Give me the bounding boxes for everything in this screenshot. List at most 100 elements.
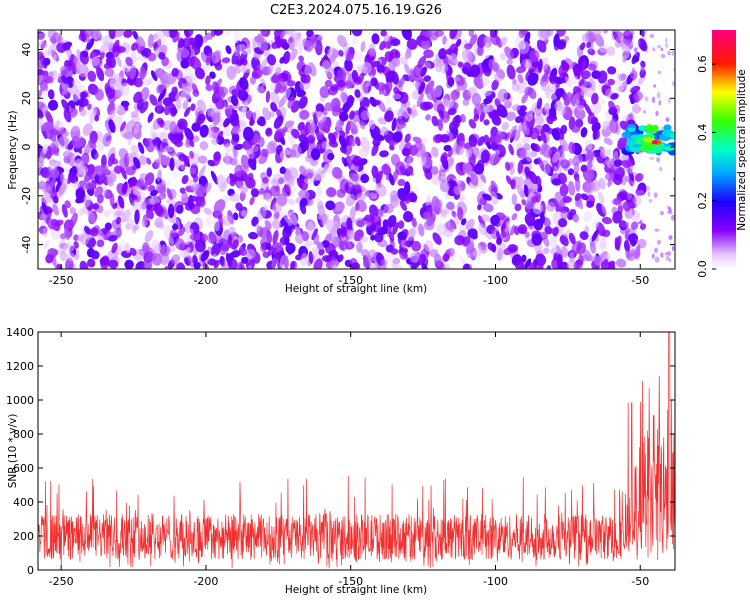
spectrogram-cell — [287, 96, 296, 109]
spectrogram-cell — [128, 176, 137, 189]
spectrogram-cell — [131, 199, 143, 214]
spectrogram-cell — [513, 129, 521, 141]
spectrogram-cell — [556, 30, 566, 37]
spectrogram-cell — [383, 203, 394, 214]
spectrogram-cell — [585, 143, 595, 152]
spectrogram-cell — [418, 82, 426, 95]
spectrogram-cell — [130, 110, 139, 118]
spectrogram-cell — [144, 137, 155, 153]
spectrogram-cell — [95, 165, 103, 177]
spectrogram-cell — [629, 244, 633, 249]
spectrogram-cell — [47, 89, 55, 100]
spectrogram-cell — [553, 76, 564, 85]
spectrogram-cell — [399, 56, 409, 65]
spectrogram-cell — [87, 258, 96, 268]
spectrogram-cell — [551, 128, 561, 141]
spectrogram-cell — [81, 50, 89, 58]
spectrogram-cell — [234, 64, 242, 74]
spectrogram-cell — [315, 103, 325, 113]
spectrogram-cell — [579, 42, 586, 51]
spectrogram-cell — [404, 240, 413, 247]
spectrogram-cell — [215, 97, 225, 110]
spectrogram-cell — [171, 223, 179, 231]
spectrogram-cell — [483, 42, 490, 52]
spectrogram-cell — [602, 229, 611, 238]
figure-title: C2E3.2024.075.16.19.G26 — [270, 3, 442, 18]
spectrogram-cell — [75, 60, 83, 71]
spectrogram-cell — [182, 100, 189, 110]
spectrogram-cell — [289, 149, 297, 158]
spectrogram-x-tick-label: -200 — [193, 274, 218, 287]
spectrogram-cell — [419, 155, 427, 166]
spectrogram-cell — [404, 48, 412, 60]
spectrogram-cell — [269, 185, 281, 197]
spectrogram-cell — [241, 209, 248, 218]
spectrogram-cell — [596, 237, 608, 252]
spectrogram-cell — [384, 110, 394, 123]
colorbar-tick-label: 0.4 — [696, 124, 709, 142]
spectrogram-cell — [82, 123, 93, 136]
spectrogram-cell — [550, 235, 558, 249]
spectrogram-cell — [192, 254, 198, 265]
spectrogram-cell — [187, 255, 194, 268]
spectrogram-cell — [484, 36, 490, 44]
spectrogram-cell — [356, 241, 363, 253]
spectrogram-cell — [597, 70, 608, 84]
spectrogram-cell — [196, 113, 206, 125]
spectrogram-cell — [119, 121, 127, 132]
spectrogram-cell — [524, 231, 530, 238]
spectrogram-cell — [212, 218, 220, 232]
spectrogram-cell — [501, 122, 509, 131]
spectrogram-cell — [667, 251, 671, 256]
spectrogram-cell — [440, 152, 448, 164]
spectrogram-cell — [94, 152, 100, 160]
spectrogram-cell — [592, 127, 599, 141]
spectrogram-cell — [454, 235, 465, 246]
spectrogram-cell — [38, 107, 44, 119]
spectrogram-cell — [540, 82, 550, 92]
spectrogram-cell — [202, 64, 210, 73]
spectrogram-cell — [505, 111, 517, 121]
spectrogram-cell — [583, 210, 593, 223]
spectrogram-cell — [597, 47, 607, 56]
spectrogram-signal-cell — [630, 147, 642, 153]
spectrogram-cell — [94, 88, 105, 101]
spectrogram-cell — [613, 159, 623, 167]
spectrogram-cell — [226, 65, 237, 80]
spectrogram-cell — [365, 74, 374, 88]
spectrogram-cell — [371, 165, 379, 179]
spectrogram-cell — [533, 143, 541, 153]
spectrogram-cell — [435, 133, 444, 143]
spectrogram-cell — [344, 58, 353, 72]
spectrogram-x-label: Height of straight line (km) — [285, 283, 427, 295]
spectrogram-cell — [601, 203, 607, 216]
spectrogram-cell — [38, 160, 44, 169]
spectrogram-cell — [124, 259, 134, 269]
spectrogram-cell — [194, 239, 206, 253]
spectrogram-cell — [651, 253, 655, 259]
spectrogram-cell — [67, 172, 74, 185]
spectrogram-cell — [391, 117, 397, 132]
spectrogram-cell — [117, 195, 125, 209]
spectrogram-cell — [339, 228, 348, 237]
spectrogram-cell — [346, 229, 355, 240]
spectrogram-cell — [597, 191, 605, 204]
spectrogram-cell — [115, 209, 125, 216]
spectrogram-cell — [52, 203, 59, 216]
spectrogram-cell — [528, 49, 540, 63]
spectrogram-cell — [133, 156, 141, 169]
spectrogram-cell — [423, 75, 432, 82]
spectrogram-cell — [510, 179, 516, 190]
spectrogram-cell — [601, 125, 612, 138]
spectrogram-cell — [270, 197, 277, 210]
spectrogram-cell — [164, 72, 173, 84]
spectrogram-cell — [99, 46, 106, 54]
spectrogram-cell — [563, 92, 573, 107]
spectrogram-cell — [521, 93, 529, 104]
spectrogram-cell — [412, 136, 422, 143]
spectrogram-cell — [591, 229, 599, 242]
spectrogram-cell — [421, 38, 432, 50]
spectrogram-cell — [634, 50, 638, 56]
spectrogram-cell — [234, 164, 243, 178]
spectrogram-cell — [273, 211, 280, 221]
